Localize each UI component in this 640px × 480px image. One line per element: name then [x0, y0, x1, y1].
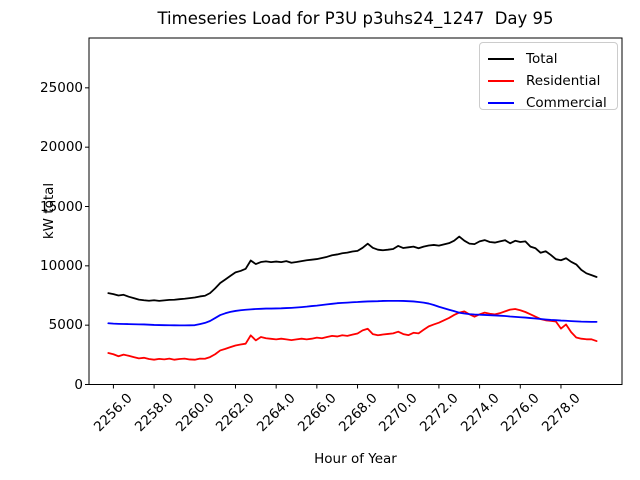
legend-entry-total: Total — [488, 48, 609, 70]
residential-line-sample — [488, 80, 514, 82]
legend-label-total: Total — [526, 51, 558, 67]
y-tick-label: 20000 — [40, 139, 83, 156]
legend: Total Residential Commercial — [479, 42, 618, 111]
legend-entry-commercial: Commercial — [488, 92, 609, 114]
y-tick-label: 5000 — [48, 317, 83, 334]
y-tick-label: 0 — [74, 376, 83, 393]
legend-label-commercial: Commercial — [526, 95, 607, 111]
total-line — [107, 235, 598, 302]
commercial-line-sample — [488, 102, 514, 104]
total-line-sample — [488, 58, 514, 60]
residential-line — [107, 308, 598, 361]
y-tick-label: 25000 — [40, 79, 83, 96]
axes-frame — [88, 37, 623, 385]
y-tick-label: 10000 — [40, 257, 83, 274]
y-axis-label: kW total — [41, 182, 57, 240]
legend-label-residential: Residential — [526, 73, 601, 89]
y-tick-label: 15000 — [40, 198, 83, 215]
x-axis-label: Hour of Year — [314, 451, 397, 467]
commercial-line — [107, 299, 598, 327]
legend-entry-residential: Residential — [488, 70, 609, 92]
chart-title: Timeseries Load for P3U p3uhs24_1247 Day… — [157, 9, 554, 28]
